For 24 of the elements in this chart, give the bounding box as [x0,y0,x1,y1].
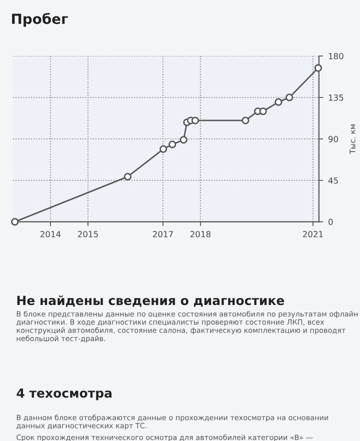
point [314,64,322,72]
point [124,172,132,180]
y-tick-label: 0 [328,218,333,226]
point [259,107,267,116]
x-tick-label: 2017 [152,231,173,238]
text: Не найдены сведения о диагностике [17,295,284,307]
point [180,136,188,144]
x-tick-label: 2018 [190,231,210,238]
y-tick-label: 135 [328,94,344,101]
x-tick-label: 2021 [302,231,323,238]
x-tick-label: 2015 [78,231,98,238]
y-tick-label: 90 [328,136,338,142]
x-tick-label: 2014 [40,231,61,238]
y-tick-label: 45 [328,177,338,184]
text: 4 техосмотра [16,388,112,400]
point [286,94,294,102]
point [242,116,250,124]
point [168,140,176,148]
y-tick-label: 180 [328,52,344,60]
point [11,218,19,226]
point [191,116,200,124]
point [274,98,282,106]
point [160,145,168,153]
chart-title: Пробег [12,12,68,27]
